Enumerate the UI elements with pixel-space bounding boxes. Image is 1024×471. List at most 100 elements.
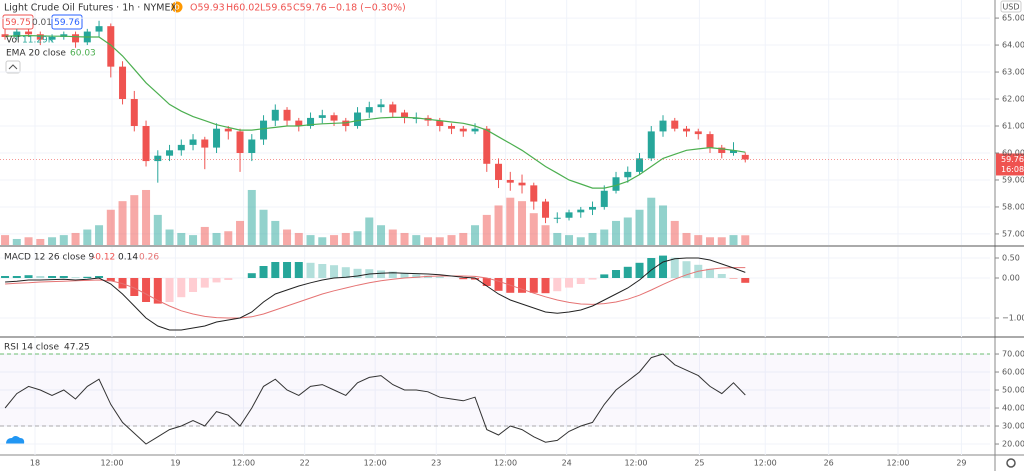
histogram-bar — [435, 276, 444, 278]
candle-body — [201, 139, 209, 148]
histogram-bar — [212, 278, 221, 283]
candle-body — [142, 126, 150, 162]
volume-readout: 11.29K — [22, 36, 55, 46]
histogram-bar — [576, 278, 585, 284]
volume-bar — [459, 232, 468, 245]
volume-bar — [306, 235, 315, 245]
candle-body — [612, 177, 620, 191]
volume-bar — [71, 232, 80, 245]
histogram-bar — [153, 278, 162, 304]
histogram-bar — [518, 278, 527, 293]
candle-body — [177, 144, 185, 151]
labels: Light Crude Oil Futures · 1h · NYMEX D O… — [4, 3, 1024, 468]
volume-bar — [576, 237, 585, 245]
histogram-bar — [106, 278, 115, 282]
collapse-button[interactable] — [5, 60, 21, 74]
close-value: C59.76 — [293, 3, 327, 14]
candle-body — [189, 139, 197, 145]
volume-bar — [424, 237, 433, 245]
bid-price[interactable]: 59.75 — [5, 18, 31, 28]
y-tick-label: 65.00 — [1002, 14, 1024, 23]
volume-bar — [130, 195, 139, 245]
volume-bar — [541, 225, 550, 245]
candle-body — [236, 131, 244, 153]
candle-body — [271, 109, 279, 121]
candle-body — [694, 131, 702, 135]
x-tick-label: 22 — [300, 459, 310, 468]
candle-body — [671, 120, 679, 129]
volume-bar — [682, 232, 691, 245]
y-tick-label: 60.00 — [1002, 148, 1024, 157]
volume-bar — [506, 197, 515, 245]
signal-line — [5, 267, 746, 319]
y-tick-label: 61.00 — [1002, 122, 1024, 131]
candle-body — [283, 109, 291, 121]
volume-bar — [236, 220, 245, 245]
y-tick-label: −1.00 — [1002, 314, 1024, 323]
volume-bar — [1, 235, 10, 245]
ask-price[interactable]: 59.76 — [54, 18, 80, 28]
volume-bar — [24, 237, 33, 245]
volume-bar — [189, 235, 198, 245]
candle-body — [565, 212, 573, 218]
candle-body — [130, 99, 138, 127]
candle-body — [495, 163, 503, 180]
volume-bar — [741, 235, 750, 245]
volume-bar — [612, 220, 621, 245]
volume-bar — [447, 235, 456, 245]
candle-body — [624, 171, 632, 178]
volume-bar — [200, 226, 209, 245]
candle-body — [518, 182, 526, 186]
volume-bar — [330, 235, 339, 245]
candle-body — [107, 26, 115, 67]
histogram-bar — [189, 278, 198, 292]
histogram-bar — [283, 262, 292, 278]
histogram-bar — [36, 276, 45, 278]
signal-readout: 0.26 — [139, 253, 159, 263]
x-tick-label: 12:00 — [886, 459, 909, 468]
y-tick-label: 59.00 — [1002, 175, 1024, 184]
histogram-readout: -0.12 — [92, 253, 115, 263]
candle-body — [448, 126, 456, 129]
currency-box[interactable] — [1000, 0, 1022, 13]
tv-logo[interactable] — [6, 436, 25, 444]
histogram-bar — [318, 264, 327, 278]
volume-bar — [647, 197, 656, 245]
volume-bar — [553, 232, 562, 245]
change-value: −0.18 (−0.30%) — [328, 3, 406, 14]
volume-bar — [165, 229, 174, 245]
histogram-bar — [706, 268, 715, 278]
histogram-bar — [612, 270, 621, 278]
candle-body — [1, 34, 9, 37]
y-tick-label: 0.50 — [1002, 254, 1020, 263]
histogram-bar — [388, 271, 397, 278]
histogram-bar — [659, 255, 668, 278]
volume-bar — [271, 220, 280, 245]
histogram-bar — [635, 262, 644, 278]
volume-bar — [212, 232, 221, 245]
x-tick-label: 12:00 — [494, 459, 517, 468]
volume-bar — [283, 229, 292, 245]
candle-body — [647, 131, 655, 159]
histogram-bar — [165, 278, 174, 302]
histogram-bar — [670, 257, 679, 278]
histogram-bar — [647, 258, 656, 278]
volume-bar — [400, 232, 409, 245]
volume-bar — [388, 229, 397, 245]
volume-bar — [706, 237, 715, 245]
histogram-bar — [200, 278, 209, 288]
volume-bar — [247, 189, 256, 245]
candle-body — [36, 34, 44, 40]
candle-body — [577, 209, 585, 213]
candle-body — [506, 179, 514, 183]
histogram-bar — [717, 274, 726, 278]
candle-body — [260, 120, 268, 140]
candle-body — [307, 117, 315, 127]
histogram-bar — [741, 278, 750, 283]
settings-icon[interactable] — [1006, 458, 1016, 468]
histogram-bar — [177, 278, 186, 298]
histogram-bar — [71, 277, 80, 278]
candle-body — [483, 128, 491, 164]
volume-bar — [353, 231, 362, 245]
volume-bar — [482, 214, 491, 245]
